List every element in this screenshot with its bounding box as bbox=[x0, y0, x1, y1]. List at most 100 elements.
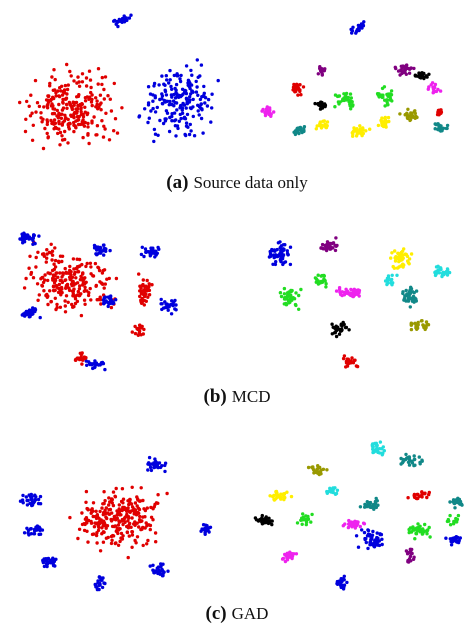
point-cluster bbox=[401, 285, 419, 309]
point bbox=[163, 119, 168, 123]
point bbox=[374, 496, 378, 501]
point-cluster bbox=[295, 512, 314, 527]
point bbox=[84, 489, 89, 494]
point bbox=[268, 106, 272, 110]
point bbox=[370, 533, 375, 537]
point bbox=[34, 265, 38, 269]
point bbox=[184, 121, 189, 125]
point bbox=[378, 440, 383, 444]
point bbox=[448, 523, 453, 527]
point-cluster bbox=[253, 513, 274, 527]
point bbox=[149, 515, 154, 519]
point bbox=[371, 450, 375, 455]
point bbox=[341, 587, 346, 591]
point bbox=[107, 301, 111, 306]
point bbox=[63, 113, 67, 118]
point bbox=[207, 526, 211, 530]
point bbox=[430, 81, 435, 85]
point bbox=[292, 552, 296, 556]
point bbox=[62, 129, 67, 134]
point bbox=[344, 359, 349, 364]
point bbox=[47, 250, 52, 255]
point bbox=[358, 524, 362, 529]
point bbox=[297, 131, 301, 136]
point bbox=[49, 104, 54, 108]
point bbox=[358, 505, 363, 509]
point bbox=[178, 79, 183, 84]
point bbox=[305, 517, 310, 522]
point bbox=[148, 465, 153, 470]
point bbox=[449, 539, 453, 544]
caption-a: (a) Source data only bbox=[0, 172, 474, 194]
point bbox=[319, 274, 323, 278]
point bbox=[90, 532, 95, 537]
point bbox=[78, 264, 82, 268]
point bbox=[351, 103, 355, 107]
point bbox=[285, 551, 289, 555]
caption-text: MCD bbox=[231, 387, 271, 406]
point bbox=[26, 531, 30, 535]
point bbox=[357, 294, 361, 298]
point bbox=[268, 252, 273, 256]
point bbox=[54, 126, 59, 130]
point bbox=[130, 533, 135, 537]
point bbox=[337, 287, 342, 292]
point bbox=[306, 465, 311, 470]
point bbox=[267, 112, 271, 117]
point bbox=[189, 106, 193, 111]
point bbox=[48, 289, 52, 293]
point bbox=[156, 133, 160, 137]
point bbox=[304, 522, 308, 527]
point bbox=[48, 271, 52, 276]
point bbox=[112, 19, 116, 23]
point bbox=[102, 501, 106, 506]
point bbox=[65, 106, 69, 111]
point bbox=[408, 296, 412, 300]
point bbox=[81, 135, 85, 140]
point bbox=[335, 581, 339, 586]
point bbox=[381, 95, 385, 99]
point bbox=[143, 294, 147, 299]
point bbox=[71, 101, 76, 105]
point bbox=[44, 562, 49, 566]
point bbox=[103, 295, 108, 299]
point bbox=[77, 84, 82, 89]
point bbox=[21, 493, 25, 498]
point bbox=[283, 260, 288, 264]
point bbox=[436, 87, 440, 92]
point bbox=[121, 497, 126, 501]
point bbox=[117, 503, 122, 507]
point bbox=[336, 325, 340, 329]
point bbox=[151, 507, 155, 511]
point bbox=[77, 527, 82, 531]
point bbox=[198, 74, 202, 78]
point bbox=[103, 282, 108, 286]
point bbox=[101, 530, 106, 534]
point bbox=[84, 264, 88, 269]
point bbox=[342, 98, 346, 103]
point bbox=[401, 263, 406, 267]
point bbox=[418, 524, 422, 528]
point bbox=[89, 298, 93, 302]
point bbox=[143, 526, 147, 530]
point bbox=[440, 129, 444, 133]
point bbox=[414, 289, 419, 293]
point bbox=[368, 540, 373, 544]
point bbox=[273, 262, 278, 267]
point bbox=[50, 75, 54, 79]
point bbox=[77, 287, 82, 291]
point bbox=[349, 107, 353, 111]
point bbox=[64, 294, 69, 298]
point bbox=[18, 499, 23, 503]
point bbox=[323, 102, 327, 106]
point bbox=[83, 517, 88, 521]
point bbox=[83, 105, 87, 110]
point bbox=[288, 262, 293, 267]
point bbox=[57, 102, 61, 107]
point bbox=[425, 532, 429, 536]
point bbox=[107, 503, 111, 507]
point bbox=[36, 250, 40, 254]
point bbox=[40, 284, 45, 288]
point bbox=[190, 73, 194, 77]
point bbox=[337, 94, 342, 98]
